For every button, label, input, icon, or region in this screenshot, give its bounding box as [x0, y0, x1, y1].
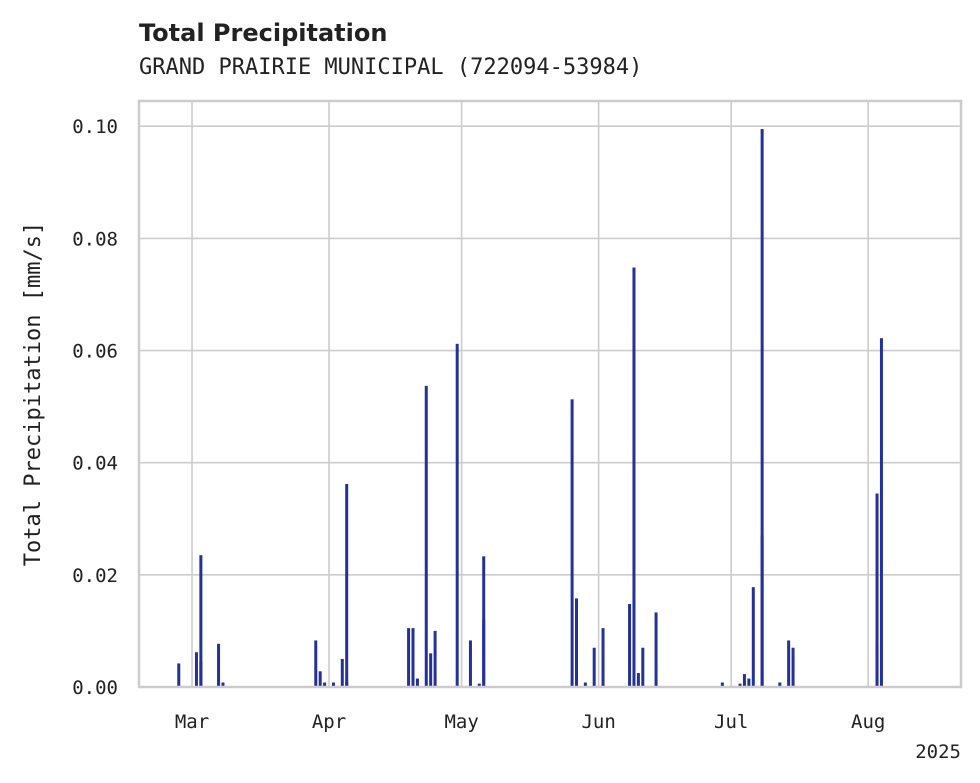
x-tick-label: May — [444, 711, 478, 733]
x-tick-label: Jul — [714, 711, 748, 733]
precipitation-bar — [177, 663, 181, 687]
precipitation-bar — [323, 682, 327, 687]
precipitation-bar — [468, 640, 472, 687]
precipitation-bar — [331, 682, 335, 687]
precipitation-bar — [742, 674, 746, 687]
precipitation-bar — [778, 682, 782, 687]
precipitation-bar — [477, 683, 481, 687]
chart-subtitle: GRAND PRAIRIE MUNICIPAL (722094-53984) — [139, 55, 642, 80]
precipitation-bar — [875, 644, 879, 687]
x-tick-label: Mar — [175, 711, 209, 733]
precipitation-bar — [217, 682, 221, 687]
precipitation-bar — [217, 643, 221, 687]
precipitation-bar — [592, 647, 596, 687]
y-tick-labels: 0.00 0.02 0.04 0.06 0.08 0.10 — [72, 116, 118, 699]
bar-series — [177, 129, 883, 688]
precipitation-bar — [628, 604, 632, 687]
precipitation-bar — [340, 658, 344, 687]
y-tick-label: 0.00 — [72, 677, 118, 699]
y-axis-label: Total Precipitation [mm/s] — [21, 222, 46, 566]
precipitation-bar — [345, 484, 349, 687]
precipitation-bar — [601, 628, 605, 687]
precipitation-bar — [760, 129, 764, 688]
precipitation-bar — [199, 661, 203, 687]
precipitation-bar — [221, 682, 225, 687]
plot-frame — [137, 99, 963, 689]
precipitation-bar — [411, 628, 415, 687]
precipitation-bar — [575, 598, 579, 687]
precipitation-bar — [747, 678, 751, 687]
precipitation-bar — [641, 647, 645, 687]
grid-lines — [139, 101, 961, 687]
precipitation-bar — [415, 678, 419, 687]
precipitation-bar — [482, 556, 486, 687]
precipitation-bar — [632, 267, 636, 687]
x-tick-labels: Mar Apr May Jun Jul Aug — [175, 711, 885, 733]
precipitation-bar — [314, 640, 318, 687]
precipitation-bar — [738, 683, 742, 687]
precipitation-bar — [791, 647, 795, 687]
x-tick-label: Aug — [851, 711, 885, 733]
precipitation-bar — [424, 385, 428, 687]
precipitation-bar — [760, 535, 764, 687]
precipitation-bar — [407, 628, 411, 687]
precipitation-bar — [720, 682, 724, 687]
x-offset-label: 2025 — [915, 741, 961, 763]
y-tick-label: 0.06 — [72, 341, 118, 363]
x-tick-label: Apr — [312, 711, 346, 733]
precipitation-bar — [654, 612, 658, 687]
precipitation-bar — [875, 493, 879, 687]
y-tick-label: 0.08 — [72, 228, 118, 250]
precipitation-bar — [194, 652, 198, 687]
precipitation-bar — [787, 640, 791, 687]
x-tick-label: Jun — [581, 711, 615, 733]
precipitation-bar — [199, 555, 203, 687]
precipitation-bar — [429, 653, 433, 687]
precipitation-bar — [751, 587, 755, 687]
precipitation-bar — [583, 682, 587, 687]
precipitation-bar — [345, 681, 349, 687]
y-tick-label: 0.10 — [72, 116, 118, 138]
precipitation-bar — [433, 630, 437, 687]
precipitation-bar — [879, 338, 883, 687]
chart-title: Total Precipitation — [139, 19, 387, 47]
precipitation-bar — [318, 671, 322, 687]
precipitation-bar — [636, 672, 640, 687]
precipitation-bar — [455, 343, 459, 687]
y-tick-label: 0.02 — [72, 565, 118, 587]
y-tick-label: 0.04 — [72, 453, 118, 475]
precipitation-bar — [570, 399, 574, 687]
